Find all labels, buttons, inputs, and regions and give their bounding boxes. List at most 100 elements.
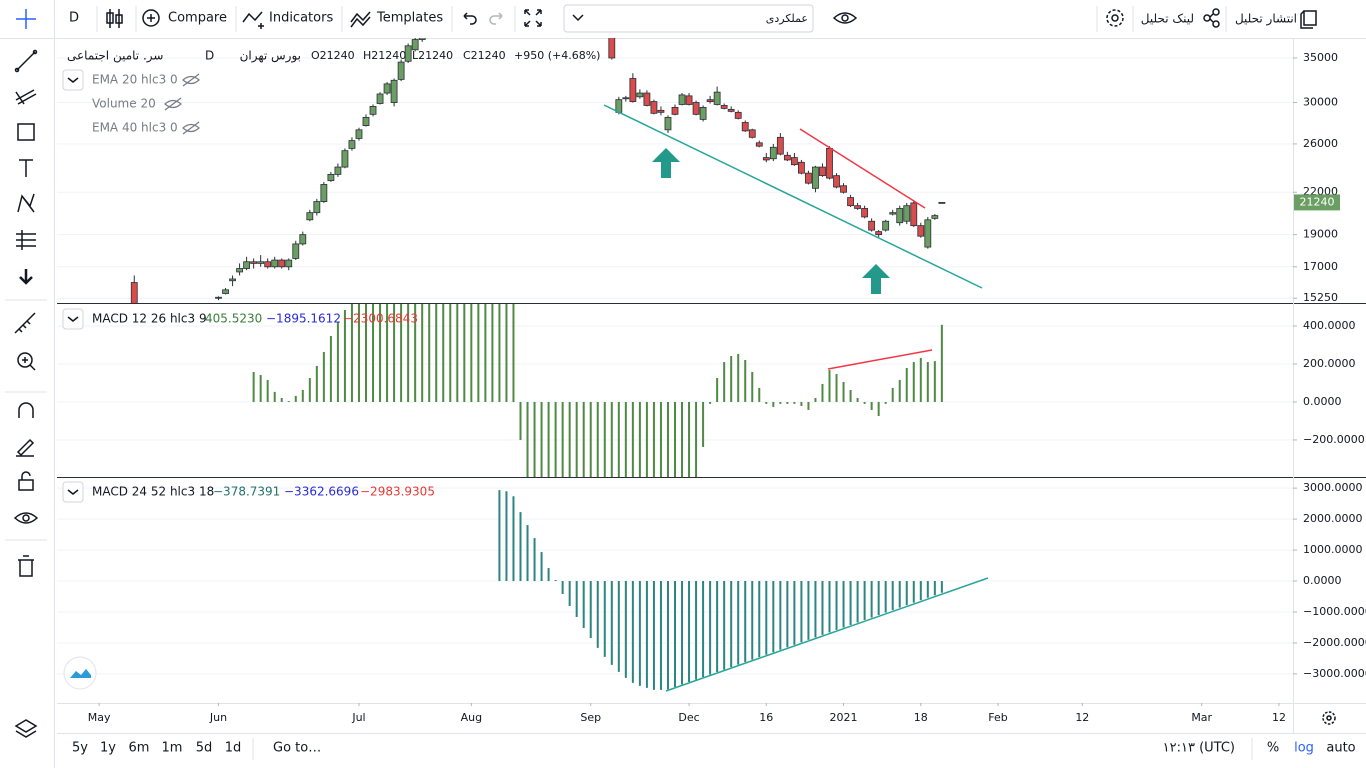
x-tick-label: Feb [988, 711, 1007, 724]
crosshair-icon[interactable] [16, 9, 36, 29]
candle-body [236, 268, 243, 273]
compare-button[interactable]: Compare [168, 11, 227, 26]
candle-body [292, 243, 300, 259]
range-button[interactable]: 5y [72, 741, 88, 756]
legend-collapse[interactable] [62, 308, 84, 330]
x-tick-label: Jun [209, 711, 227, 724]
candle-body [215, 296, 222, 299]
candle-body [257, 261, 265, 264]
candle-body [320, 184, 328, 202]
candle-body [622, 97, 630, 100]
drawing-tools[interactable] [13, 49, 39, 738]
candle-body [734, 111, 742, 119]
candle-body [741, 122, 749, 132]
candle-body [341, 150, 349, 168]
layout-select[interactable] [563, 4, 814, 33]
candle-body [889, 212, 897, 215]
range-button[interactable]: 1d [225, 741, 242, 756]
templates-icon[interactable] [350, 11, 371, 28]
candle-body [355, 129, 363, 139]
logo[interactable] [63, 656, 97, 690]
candle-body [397, 61, 405, 80]
fullscreen-icon[interactable] [524, 9, 542, 27]
bar-style-icon[interactable] [106, 9, 123, 28]
candle-body [278, 259, 286, 268]
legend-collapse[interactable] [62, 69, 84, 91]
eye-icon[interactable] [832, 12, 858, 24]
y-tick-label: 0.0000 [1303, 395, 1342, 408]
select-chevron [572, 14, 584, 22]
publish-button[interactable]: انتشار تحلیل [1235, 12, 1297, 27]
candle-body [608, 38, 616, 59]
candle-body [762, 157, 770, 161]
indicators-icon[interactable] [242, 11, 264, 29]
macd-signal-value: −2300.6843 [343, 312, 418, 326]
log-toggle[interactable]: log [1294, 741, 1314, 756]
interval-button[interactable]: D [69, 11, 79, 26]
candle-body [819, 166, 826, 177]
plot-area [57, 304, 1293, 477]
x-tick-label: Mar [1191, 711, 1212, 724]
compare-icon[interactable] [142, 9, 160, 27]
study-legend: EMA 20 hlc3 0 [92, 73, 178, 87]
candle-body [713, 91, 721, 105]
legend-collapse[interactable] [62, 481, 84, 503]
candle-body [826, 148, 833, 179]
macd-divergence-line[interactable] [827, 349, 933, 370]
x-tick-label: Sep [580, 711, 601, 724]
range-button[interactable]: 6m [129, 741, 150, 756]
share-icon[interactable] [1203, 8, 1220, 28]
candle-body [790, 157, 798, 166]
publish-icon[interactable] [1300, 10, 1317, 29]
x-tick-label: May [88, 711, 111, 724]
drawings[interactable] [603, 104, 983, 294]
goto-button[interactable]: Go to… [273, 741, 321, 756]
y-tick-label: 35000 [1303, 51, 1338, 64]
y-tick-label: 19000 [1303, 228, 1338, 241]
candle-body [706, 99, 714, 102]
candle-body [383, 83, 391, 94]
candle-body [805, 172, 812, 184]
x-tick-label: Dec [678, 711, 699, 724]
range-button[interactable]: 5d [196, 741, 213, 756]
clock[interactable]: ۱۲:۱۳ (UTC) [1163, 741, 1235, 756]
last-price-label: 21240 [1300, 195, 1335, 208]
candle-body [334, 166, 342, 175]
y-tick-label: 0.0000 [1303, 574, 1342, 587]
y-tick-label: 15250 [1303, 291, 1338, 304]
legend-close: C21240 [463, 49, 506, 62]
y-tick-label: 400.0000 [1303, 319, 1356, 332]
macd-title: MACD 24 52 hlc3 18 [92, 485, 214, 499]
chevron [67, 77, 79, 83]
link-button[interactable]: لینک تحلیل [1141, 12, 1194, 26]
templates-button[interactable]: Templates [376, 11, 443, 26]
macd-trend-line[interactable] [665, 577, 989, 692]
y-tick-label: −3000.0000 [1303, 667, 1366, 680]
candle-body [868, 220, 876, 231]
x-tick-label: Aug [461, 711, 482, 724]
candle-body [285, 259, 293, 268]
candle-body [678, 94, 686, 105]
undo-icon[interactable] [463, 12, 477, 25]
redo-icon[interactable] [489, 12, 503, 25]
hidden-icons[interactable] [164, 73, 200, 135]
settings-icon[interactable] [1106, 9, 1124, 27]
macd-hist-value: 405.5230 [205, 312, 262, 326]
indicators-button[interactable]: Indicators [269, 11, 333, 26]
y-tick-label: 3000.0000 [1303, 481, 1363, 494]
macd-hist-value: −378.7391 [213, 485, 280, 499]
candle-body [327, 173, 335, 182]
candle-body [896, 208, 904, 224]
symbol-name: سر. تامين اجتماعی [67, 49, 163, 64]
candle-body [783, 154, 791, 161]
chevron [67, 316, 79, 322]
percent-toggle[interactable]: % [1267, 741, 1279, 756]
candle-body [812, 166, 819, 189]
layout-name[interactable]: عملکردی [766, 12, 808, 25]
auto-toggle[interactable]: auto [1326, 741, 1355, 756]
axis-settings-icon[interactable] [1322, 711, 1336, 725]
candle-body [657, 109, 665, 113]
macd-title: MACD 12 26 hlc3 9 [92, 312, 207, 326]
range-button[interactable]: 1m [162, 741, 183, 756]
range-button[interactable]: 1y [100, 741, 116, 756]
